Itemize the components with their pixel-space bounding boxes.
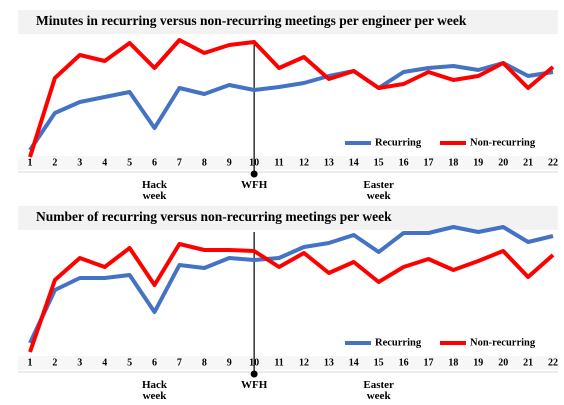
label-band xyxy=(18,156,558,170)
series-line xyxy=(28,225,554,344)
x-tick-label: 16 xyxy=(399,157,409,168)
x-tick-label: 22 xyxy=(548,357,558,368)
x-tick-label: 14 xyxy=(349,157,359,168)
annotation: WFH xyxy=(241,379,268,391)
chart-title: Number of recurring versus non-recurring… xyxy=(36,209,392,224)
annotation: Hack week xyxy=(141,179,168,202)
annotation: Easter week xyxy=(363,379,394,402)
x-tick-label: 9 xyxy=(227,357,232,368)
x-tick-label: 21 xyxy=(523,357,533,368)
x-tick-label: 2 xyxy=(52,157,57,168)
x-tick-label: 12 xyxy=(299,357,309,368)
label-band xyxy=(18,356,558,370)
x-tick-label: 18 xyxy=(448,357,458,368)
legend-label: Recurring xyxy=(375,137,422,148)
x-tick-label: 15 xyxy=(374,357,384,368)
x-tick-label: 4 xyxy=(102,157,107,168)
x-tick-label: 6 xyxy=(152,157,157,168)
x-tick-label: 4 xyxy=(102,357,107,368)
x-tick-label: 5 xyxy=(127,157,132,168)
x-tick-label: 21 xyxy=(523,157,533,168)
x-tick-label: 11 xyxy=(274,157,283,168)
x-tick-label: 20 xyxy=(498,357,508,368)
title-band xyxy=(18,206,558,230)
x-tick-label: 7 xyxy=(177,357,182,368)
x-tick-label: 8 xyxy=(202,157,207,168)
x-tick-label: 17 xyxy=(423,157,433,168)
x-tick-label: 3 xyxy=(77,357,82,368)
wfh-dot xyxy=(250,370,258,378)
x-tick-label: 12 xyxy=(299,157,309,168)
x-tick-label: 13 xyxy=(324,357,334,368)
x-tick-label: 16 xyxy=(399,357,409,368)
x-tick-label: 6 xyxy=(152,357,157,368)
legend-label: Recurring xyxy=(375,337,422,348)
x-tick-label: 2 xyxy=(52,357,57,368)
x-tick-label: 15 xyxy=(374,157,384,168)
x-tick-label: 22 xyxy=(548,157,558,168)
annotation: WFH xyxy=(241,179,268,191)
x-tick-label: 19 xyxy=(473,357,483,368)
x-tick-label: 1 xyxy=(28,157,33,168)
x-tick-label: 13 xyxy=(324,157,334,168)
x-tick-label: 17 xyxy=(423,357,433,368)
x-tick-label: 1 xyxy=(28,357,33,368)
legend-label: Non-recurring xyxy=(470,137,536,148)
wfh-dot xyxy=(250,170,258,178)
chart-title: Minutes in recurring versus non-recurrin… xyxy=(36,13,467,28)
annotation: Hack week xyxy=(141,379,168,402)
annotation: Easter week xyxy=(363,179,394,202)
x-tick-label: 19 xyxy=(473,157,483,168)
x-tick-label: 20 xyxy=(498,157,508,168)
series-line xyxy=(28,38,555,158)
title-band xyxy=(18,10,558,34)
x-tick-label: 8 xyxy=(202,357,207,368)
series-line xyxy=(28,61,554,152)
x-tick-label: 5 xyxy=(127,357,132,368)
x-tick-label: 9 xyxy=(227,157,232,168)
x-tick-label: 7 xyxy=(177,157,182,168)
legend-label: Non-recurring xyxy=(470,337,536,348)
series-line xyxy=(28,242,555,353)
x-tick-label: 18 xyxy=(448,157,458,168)
x-tick-label: 14 xyxy=(349,357,359,368)
x-tick-label: 11 xyxy=(274,357,283,368)
x-tick-label: 3 xyxy=(77,157,82,168)
